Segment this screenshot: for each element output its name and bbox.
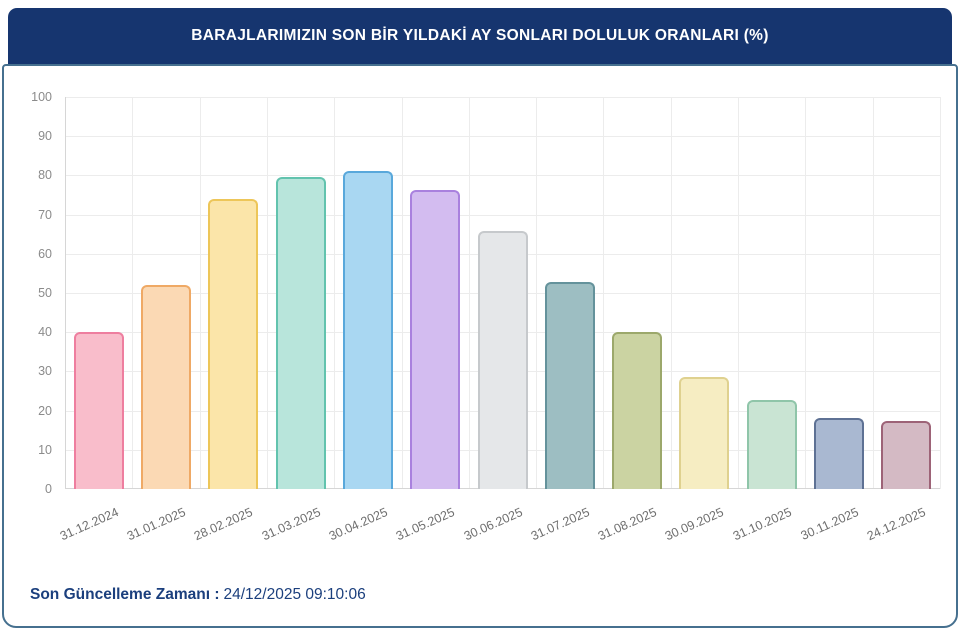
last-update-label: Son Güncelleme Zamanı : [30, 586, 220, 603]
y-axis-labels: 0 10 20 30 40 50 60 70 80 90 100 [4, 90, 58, 496]
gridline-vertical [738, 97, 739, 489]
y-tick-label: 20 [38, 403, 52, 418]
y-tick-label: 80 [38, 168, 52, 183]
bar-31.07.2025[interactable] [544, 282, 595, 489]
y-tick-label: 50 [38, 286, 52, 300]
y-tick-label: 90 [38, 129, 52, 144]
bar-31.05.2025[interactable] [410, 190, 461, 489]
bar-31.08.2025[interactable] [612, 331, 663, 489]
gridline-horizontal [65, 175, 940, 177]
y-tick-label: 70 [38, 207, 52, 222]
chart-plot-area [65, 97, 941, 489]
bar-24.12.2025[interactable] [881, 421, 932, 489]
bar-30.04.2025[interactable] [342, 171, 393, 489]
y-tick-label: 100 [31, 90, 52, 104]
y-tick-label: 0 [45, 482, 52, 496]
gridline-horizontal [65, 214, 940, 216]
last-update: Son Güncelleme Zamanı :24/12/2025 09:10:… [30, 586, 366, 604]
bar-30.11.2025[interactable] [814, 418, 865, 489]
y-tick-label: 60 [38, 246, 52, 261]
page-title: BARAJLARIMIZIN SON BİR YILDAKİ AY SONLAR… [191, 27, 769, 44]
y-tick-label: 40 [38, 325, 52, 340]
gridline-vertical [940, 97, 941, 489]
y-axis-line [65, 97, 66, 489]
gridline-vertical [805, 97, 806, 489]
bar-30.09.2025[interactable] [679, 377, 730, 489]
gridline-horizontal [65, 136, 940, 138]
gridline-vertical [334, 97, 335, 489]
y-tick-label: 30 [38, 364, 52, 379]
gridline-vertical [873, 97, 874, 489]
bar-30.06.2025[interactable] [477, 231, 528, 489]
y-tick-label: 10 [38, 442, 52, 457]
bar-28.02.2025[interactable] [208, 198, 259, 489]
bar-31.03.2025[interactable] [275, 176, 326, 489]
bar-31.01.2025[interactable] [140, 284, 191, 489]
gridline-vertical [402, 97, 403, 489]
last-update-value: 24/12/2025 09:10:06 [223, 586, 366, 603]
gridline-vertical [200, 97, 201, 489]
x-axis-labels: 31.12.2024 31.01.2025 28.02.2025 31.03.2025… [58, 495, 940, 557]
bar-31.12.2024[interactable] [73, 332, 124, 489]
chart-card: 0 10 20 30 40 50 60 70 80 90 100 31.12.2024 31.01.2… [2, 64, 958, 628]
gridline-vertical [469, 97, 470, 489]
gridline-vertical [603, 97, 604, 489]
gridline-horizontal [65, 97, 940, 98]
header-bar: BARAJLARIMIZIN SON BİR YILDAKİ AY SONLAR… [8, 8, 952, 64]
gridline-vertical [536, 97, 537, 489]
bar-31.10.2025[interactable] [746, 400, 797, 489]
gridline-vertical [267, 97, 268, 489]
gridline-vertical [132, 97, 133, 489]
gridline-vertical [671, 97, 672, 489]
